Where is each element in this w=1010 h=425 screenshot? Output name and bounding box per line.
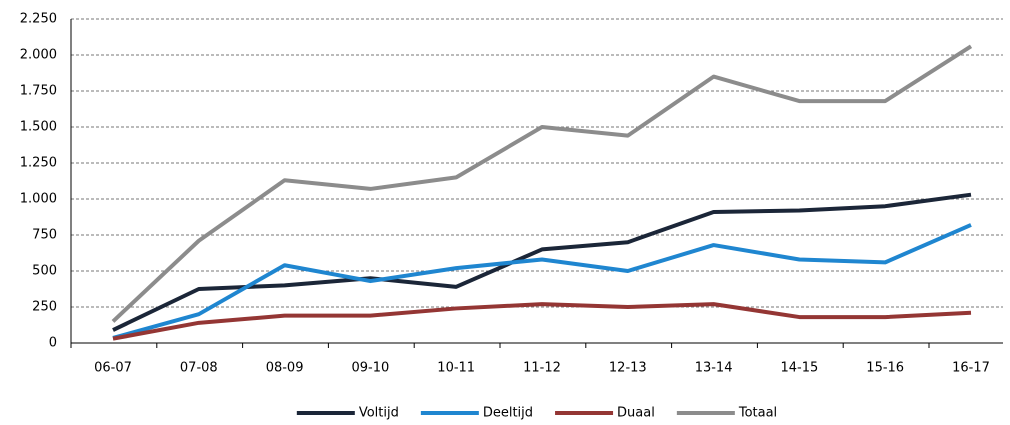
y-tick-label: 1.500 <box>20 120 57 135</box>
x-tick-label: 16-17 <box>952 361 990 376</box>
series-line <box>112 223 972 340</box>
legend-label: Totaal <box>738 406 777 421</box>
x-tick-label: 14-15 <box>781 361 819 376</box>
y-tick-label: 1.250 <box>20 156 57 171</box>
x-tick-label: 06-07 <box>94 361 132 376</box>
series-line <box>112 302 972 341</box>
x-tick-label: 12-13 <box>609 361 647 376</box>
y-tick-label: 2.250 <box>20 12 57 27</box>
y-tick-label: 750 <box>32 228 57 243</box>
series-line <box>112 192 972 332</box>
y-tick-label: 1.000 <box>20 192 57 207</box>
y-tick-label: 2.000 <box>20 48 57 63</box>
legend-label: Duaal <box>617 406 655 421</box>
y-tick-label: 0 <box>49 336 57 351</box>
series-line <box>111 44 973 323</box>
y-tick-label: 1.750 <box>20 84 57 99</box>
legend-label: Voltijd <box>359 406 399 421</box>
y-tick-label: 500 <box>32 264 57 279</box>
x-tick-label: 09-10 <box>352 361 390 376</box>
x-tick-label: 13-14 <box>695 361 733 376</box>
x-tick-label: 07-08 <box>180 361 218 376</box>
x-tick-label: 10-11 <box>437 361 475 376</box>
legend-label: Deeltijd <box>483 406 533 421</box>
x-tick-label: 11-12 <box>523 361 561 376</box>
x-tick-label: 08-09 <box>266 361 304 376</box>
y-tick-label: 250 <box>32 300 57 315</box>
x-tick-label: 15-16 <box>866 361 904 376</box>
